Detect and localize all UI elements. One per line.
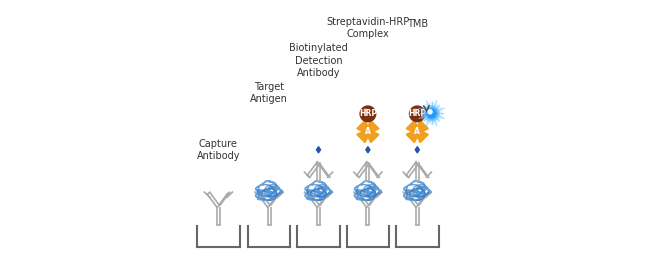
Circle shape [426, 108, 437, 119]
Text: Capture
Antibody: Capture Antibody [197, 139, 240, 161]
Text: A: A [365, 127, 371, 136]
Text: A: A [414, 127, 421, 136]
Circle shape [428, 109, 436, 118]
Text: HRP: HRP [408, 109, 426, 118]
Text: TMB: TMB [407, 19, 428, 29]
Circle shape [410, 106, 425, 122]
Polygon shape [406, 121, 419, 133]
Polygon shape [415, 121, 428, 133]
Text: Biotinylated
Detection
Antibody: Biotinylated Detection Antibody [289, 43, 348, 78]
Polygon shape [317, 147, 320, 153]
Text: Streptavidin-HRP
Complex: Streptavidin-HRP Complex [326, 17, 410, 39]
Circle shape [428, 110, 432, 114]
Polygon shape [357, 121, 370, 133]
Circle shape [364, 128, 372, 135]
Polygon shape [406, 130, 419, 142]
Circle shape [421, 103, 442, 124]
Polygon shape [357, 130, 370, 142]
Circle shape [424, 106, 439, 121]
Circle shape [360, 106, 376, 122]
Polygon shape [366, 147, 370, 153]
Polygon shape [366, 121, 379, 133]
Polygon shape [415, 147, 419, 153]
Text: Target
Antigen: Target Antigen [250, 82, 288, 104]
Text: HRP: HRP [359, 109, 377, 118]
Circle shape [412, 109, 417, 114]
Circle shape [413, 128, 421, 135]
Polygon shape [415, 130, 428, 142]
Circle shape [363, 109, 368, 114]
Polygon shape [366, 130, 379, 142]
